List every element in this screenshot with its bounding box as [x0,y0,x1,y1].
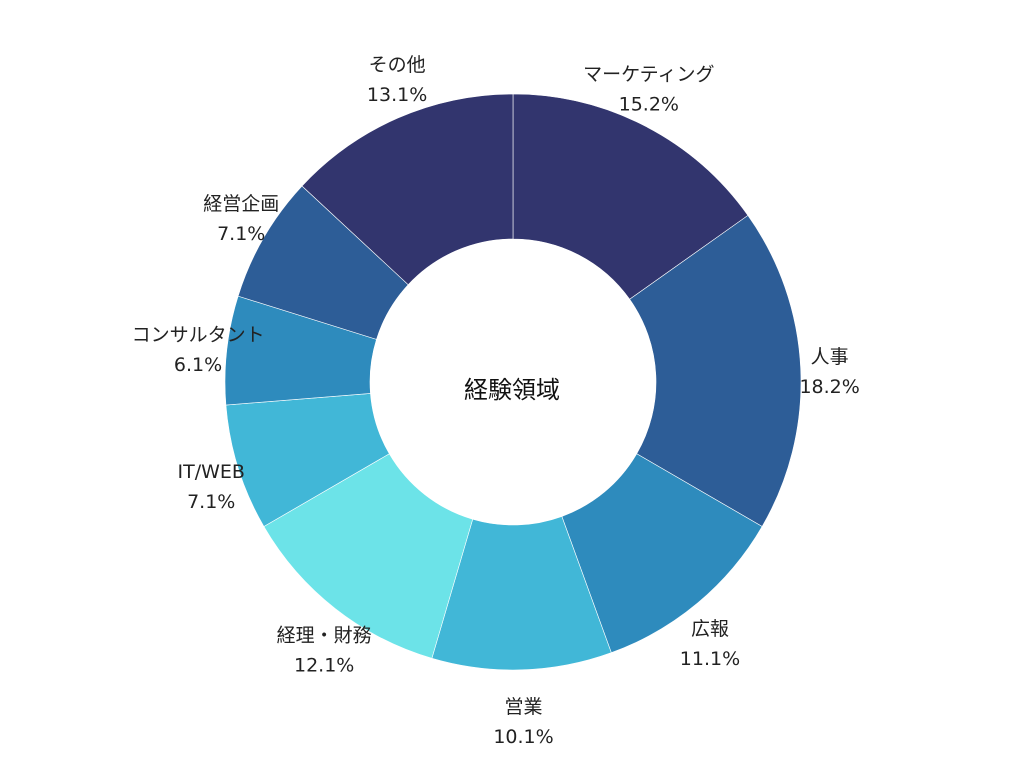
slice-value-5: 7.1% [187,491,235,513]
donut-hole [370,239,656,525]
slice-label-7: 経営企画 [203,193,279,215]
slice-label-1: 人事 [811,346,849,368]
slice-value-6: 6.1% [174,354,222,376]
labels-group: マーケティング 15.2% 人事 18.2% 広報 11.1% 営業 10.1% 経理・財務 12… [132,54,860,748]
slice-label-6: コンサルタント [132,324,265,346]
center-label: 経験領域 [464,376,560,404]
slice-value-8: 13.1% [367,84,427,106]
slice-value-3: 10.1% [493,726,553,748]
slices-group [224,93,802,671]
slice-label-8: その他 [369,54,426,76]
slice-label-4: 経理・財務 [277,625,372,647]
slice-value-4: 12.1% [294,655,354,677]
slice-label-3: 営業 [505,696,543,718]
slice-label-5: IT/WEB [178,461,245,483]
slice-label-2: 広報 [691,618,729,640]
slice-label-0: マーケティング [583,63,714,85]
slice-value-7: 7.1% [217,223,265,245]
slice-value-2: 11.1% [680,648,740,670]
slice-value-1: 18.2% [799,376,859,398]
slice-value-0: 15.2% [619,93,679,115]
